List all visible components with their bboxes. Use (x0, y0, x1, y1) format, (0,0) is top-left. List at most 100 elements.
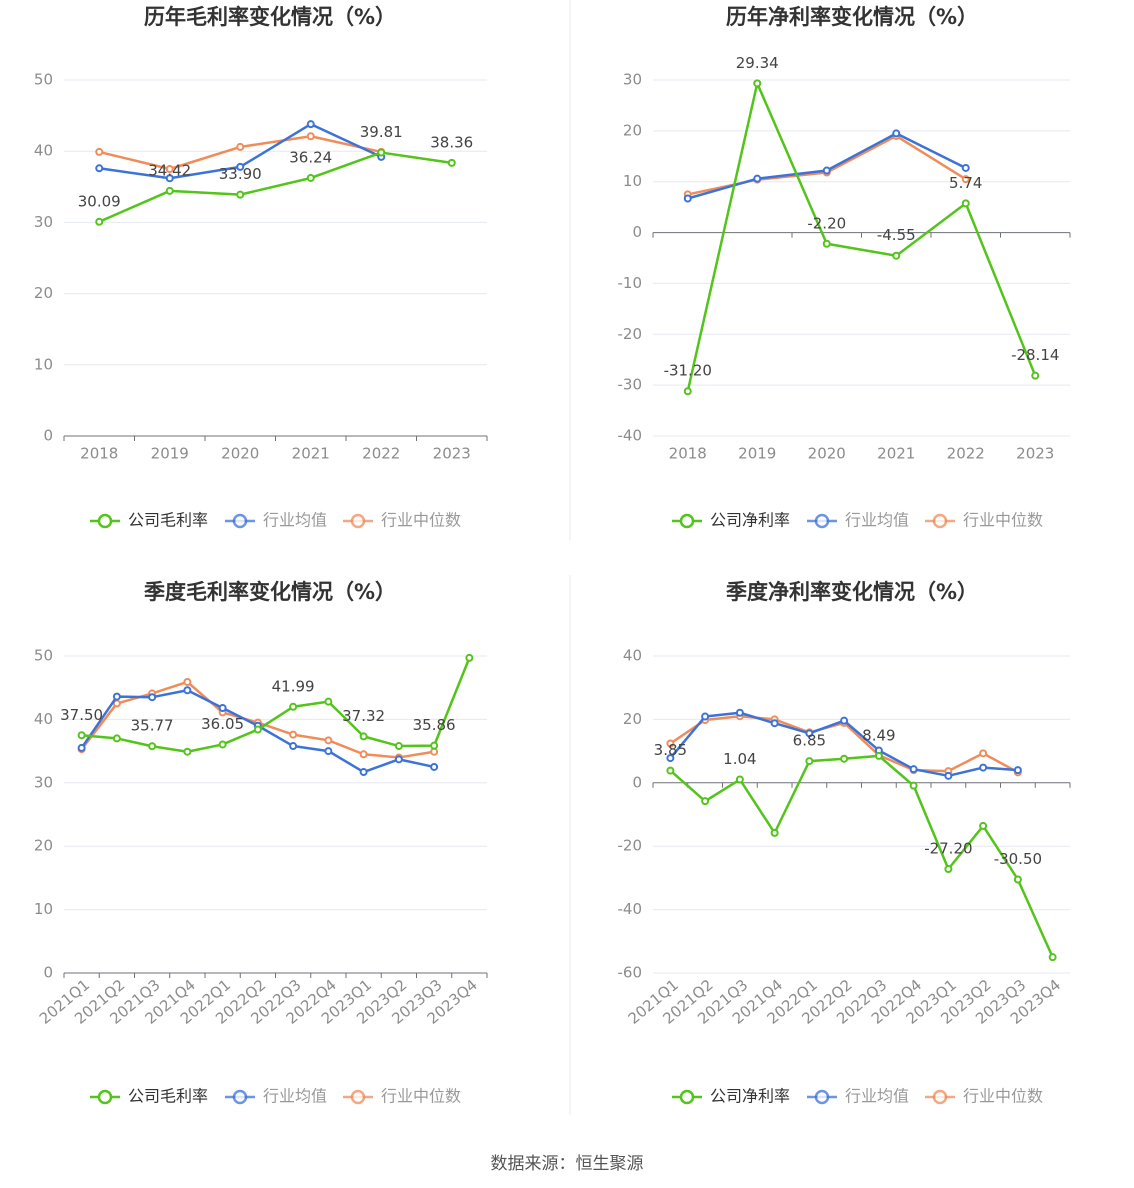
data-point (465, 653, 474, 662)
data-point (1013, 875, 1022, 884)
series-line (687, 132, 967, 200)
data-point (683, 194, 692, 203)
data-point (95, 164, 104, 173)
data-point (183, 677, 192, 686)
legend-label: 行业均值 (263, 511, 327, 530)
quarterly-net-margin-chart: 季度净利率变化情况（%）-60-40-20020402021Q12021Q220… (618, 580, 1071, 1106)
data-point (165, 186, 174, 195)
series-line (686, 82, 1037, 392)
data-label: 35.86 (413, 716, 456, 734)
x-tick-label: 2020 (221, 445, 259, 463)
data-point (892, 129, 901, 138)
data-label: 34.42 (148, 161, 191, 179)
data-point (236, 162, 245, 171)
legend-label: 公司净利率 (710, 511, 790, 530)
data-point (770, 719, 779, 728)
y-tick-label: -20 (618, 837, 643, 855)
data-point (253, 725, 262, 734)
data-point (701, 712, 710, 721)
x-tick-label: 2021 (292, 445, 330, 463)
y-tick-label: 0 (43, 427, 53, 445)
data-point (1048, 953, 1057, 962)
y-tick-label: 50 (34, 647, 53, 665)
data-point (112, 692, 121, 701)
legend-swatch-marker (814, 513, 830, 529)
y-tick-label: 0 (632, 773, 642, 791)
data-point (1031, 371, 1040, 380)
legend-swatch-marker (679, 1089, 695, 1105)
data-point (892, 251, 901, 260)
data-label: -31.20 (664, 362, 712, 380)
legend-item: 公司毛利率 (90, 1087, 208, 1106)
data-point (822, 239, 831, 248)
y-tick-label: 10 (34, 355, 53, 373)
series-line (98, 151, 452, 223)
legend-item: 行业均值 (807, 511, 909, 530)
data-point (148, 742, 157, 751)
legend-swatch-marker (97, 513, 113, 529)
x-tick-label: 2019 (738, 445, 776, 463)
chart-title: 季度毛利率变化情况（%） (144, 580, 396, 604)
data-point (666, 739, 675, 748)
data-label: 30.09 (78, 192, 121, 210)
data-label: 6.85 (793, 732, 826, 750)
y-tick-label: 40 (623, 647, 642, 665)
data-point (944, 865, 953, 874)
y-tick-label: -60 (618, 964, 643, 982)
data-point (289, 742, 298, 751)
legend-swatch-marker (932, 513, 948, 529)
data-point (909, 781, 918, 790)
data-point (979, 821, 988, 830)
data-point (236, 142, 245, 151)
data-label: 39.81 (360, 123, 403, 141)
data-point (289, 730, 298, 739)
y-tick-label: 10 (34, 900, 53, 918)
data-point (735, 708, 744, 717)
data-point (183, 747, 192, 756)
y-tick-label: 30 (623, 71, 642, 89)
data-label: 3.85 (654, 741, 687, 759)
data-point (236, 190, 245, 199)
data-point (961, 163, 970, 172)
data-point (165, 174, 174, 183)
x-tick-label: 2022 (362, 445, 400, 463)
y-tick-label: -20 (618, 325, 643, 343)
y-tick-label: 30 (34, 773, 53, 791)
data-label: -27.20 (924, 840, 972, 858)
data-point (112, 734, 121, 743)
data-point (961, 199, 970, 208)
data-label: -2.20 (807, 214, 846, 232)
data-point (874, 751, 883, 760)
y-tick-label: 30 (34, 213, 53, 231)
data-point (377, 148, 386, 157)
data-point (183, 686, 192, 695)
legend: 公司净利率 行业均值 行业中位数 (672, 1087, 1043, 1106)
legend: 公司净利率 行业均值 行业中位数 (672, 511, 1043, 530)
legend: 公司毛利率 行业均值 行业中位数 (90, 1087, 461, 1106)
legend-swatch-marker (350, 513, 366, 529)
data-point (394, 742, 403, 751)
data-point (944, 771, 953, 780)
y-tick-label: -10 (618, 274, 643, 292)
legend-label: 行业中位数 (381, 511, 461, 530)
data-point (359, 732, 368, 741)
legend-item: 行业中位数 (925, 511, 1043, 530)
data-point (148, 693, 157, 702)
x-tick-label: 2021 (877, 445, 915, 463)
x-tick-label: 2022 (947, 445, 985, 463)
chart-title: 季度净利率变化情况（%） (726, 580, 978, 604)
data-label: 29.34 (736, 54, 779, 72)
y-tick-label: 0 (43, 964, 53, 982)
data-label: 35.77 (131, 717, 174, 735)
x-tick-label: 2018 (669, 445, 707, 463)
data-point (218, 703, 227, 712)
data-point (95, 217, 104, 226)
y-tick-label: 20 (34, 837, 53, 855)
data-label: 1.04 (723, 750, 756, 768)
legend-item: 行业均值 (225, 1087, 327, 1106)
data-label: 36.24 (289, 148, 332, 166)
data-label: 37.32 (342, 707, 385, 725)
chart-title: 历年毛利率变化情况（%） (144, 5, 396, 29)
legend-item: 公司毛利率 (90, 511, 208, 530)
